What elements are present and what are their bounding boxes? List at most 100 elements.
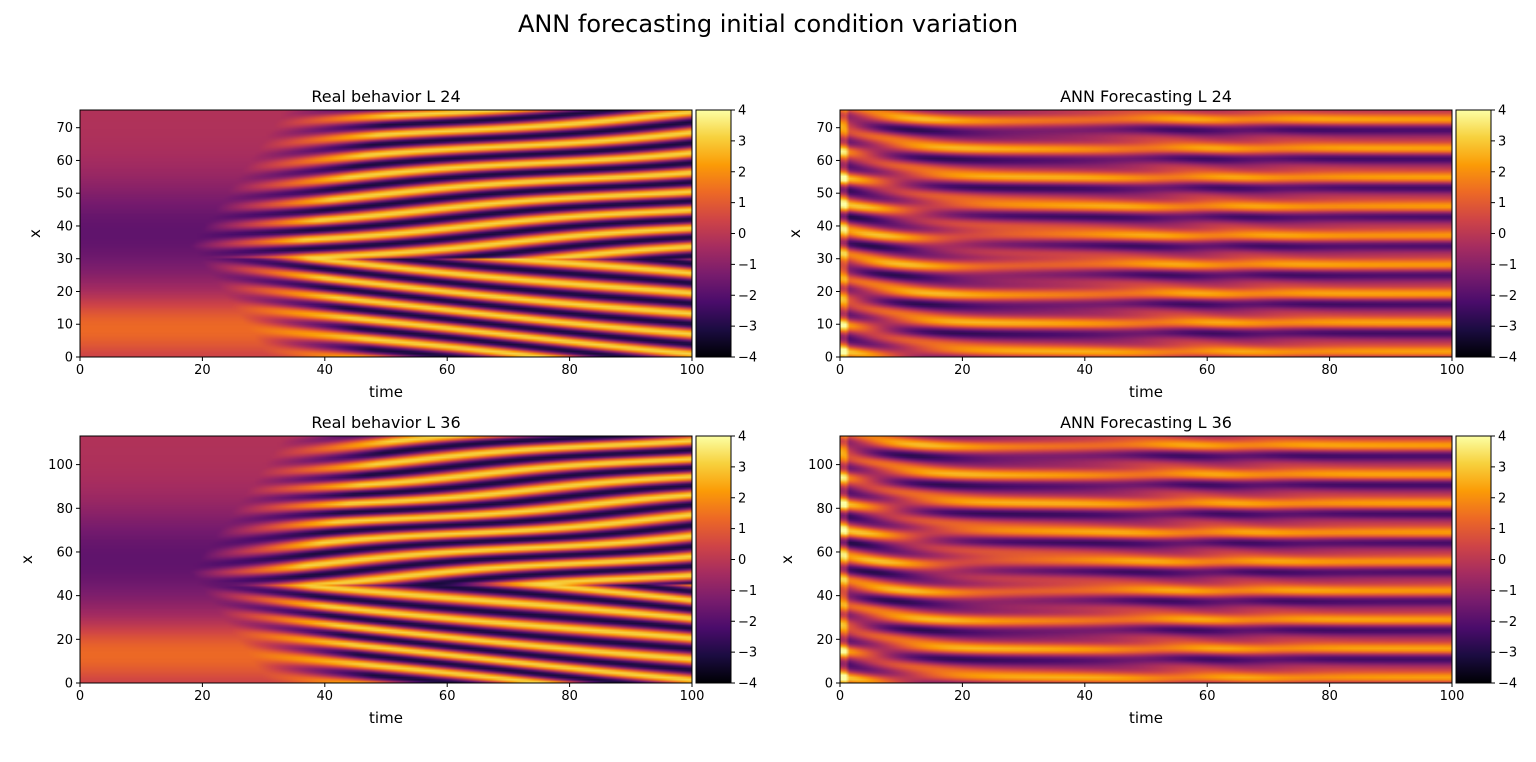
colorbar-tick-label: 4 [1498, 430, 1506, 445]
colorbar-tick-label: 3 [1498, 460, 1506, 475]
y-tick-label: 80 [816, 502, 833, 517]
x-tick-label: 80 [1321, 689, 1338, 704]
heatmap-image [80, 436, 692, 683]
colorbar-fill [1456, 436, 1491, 683]
y-axis-label: x [18, 555, 36, 564]
colorbar-tick-label: −4 [738, 351, 757, 366]
colorbar-tick-label: −3 [1498, 320, 1517, 335]
colorbar-tick-label: −1 [738, 584, 757, 599]
y-tick-label: 60 [56, 154, 73, 169]
y-tick-label: 50 [816, 187, 833, 202]
colorbar-tick-label: 2 [738, 165, 746, 180]
colorbar-tick-label: −1 [1498, 584, 1517, 599]
colorbar-tick-label: −4 [1498, 351, 1517, 366]
x-tick-label: 80 [561, 363, 578, 378]
x-tick-label: 80 [1321, 363, 1338, 378]
colorbar-tick-label: −2 [738, 289, 757, 304]
y-tick-label: 20 [56, 285, 73, 300]
x-axis-label: time [1129, 383, 1163, 401]
y-tick-label: 0 [825, 677, 833, 692]
x-tick-label: 100 [1440, 363, 1465, 378]
axes-frame [839, 435, 1453, 684]
colorbar-tick-label: 1 [1498, 196, 1506, 211]
y-axis-label: x [26, 229, 44, 238]
y-tick-label: 0 [825, 351, 833, 366]
colorbar-tick-label: 4 [1498, 104, 1506, 119]
colorbar-tick-label: 1 [738, 196, 746, 211]
y-tick-label: 10 [816, 318, 833, 333]
y-axis-label: x [778, 555, 796, 564]
x-tick-label: 20 [194, 689, 211, 704]
y-tick-label: 60 [816, 545, 833, 560]
x-tick-label: 60 [1199, 689, 1216, 704]
subplot-title: Real behavior L 36 [311, 413, 460, 432]
colorbar-fill [696, 110, 731, 357]
colorbar-tick-label: −1 [1498, 258, 1517, 273]
y-tick-label: 20 [56, 633, 73, 648]
y-tick-label: 20 [816, 633, 833, 648]
x-axis-label: time [369, 383, 403, 401]
y-tick-label: 100 [808, 458, 833, 473]
y-tick-label: 40 [816, 589, 833, 604]
y-tick-label: 80 [56, 502, 73, 517]
colorbar-tick-label: 2 [738, 491, 746, 506]
y-tick-label: 60 [56, 545, 73, 560]
y-tick-label: 30 [816, 252, 833, 267]
colorbar-tick-label: 4 [738, 430, 746, 445]
x-axis-label: time [369, 709, 403, 727]
x-tick-label: 20 [954, 689, 971, 704]
x-tick-label: 0 [836, 363, 844, 378]
colorbar-tick-label: −4 [1498, 677, 1517, 692]
x-tick-label: 60 [1199, 363, 1216, 378]
x-axis-label: time [1129, 709, 1163, 727]
figure-title: ANN forecasting initial condition variat… [517, 10, 1019, 38]
colorbar-tick-label: −2 [1498, 289, 1517, 304]
x-tick-label: 80 [561, 689, 578, 704]
colorbar-tick-label: 1 [738, 522, 746, 537]
x-tick-label: 60 [439, 363, 456, 378]
y-tick-label: 10 [56, 318, 73, 333]
x-tick-label: 100 [680, 689, 705, 704]
subplot-title: Real behavior L 24 [311, 87, 460, 106]
y-tick-label: 40 [56, 589, 73, 604]
colorbar-tick-label: 0 [1498, 227, 1506, 242]
subplot-title: ANN Forecasting L 36 [1060, 413, 1232, 432]
colorbar-tick-label: −3 [738, 646, 757, 661]
y-tick-label: 50 [56, 187, 73, 202]
subplot-4: ANN Forecasting L 36 0 20 40 60 80 100 0 20 40 60 8… [778, 413, 1517, 727]
colorbar-fill [1456, 110, 1491, 357]
colorbar-tick-label: −2 [1498, 615, 1517, 630]
colorbar-tick-label: 0 [1498, 553, 1506, 568]
colorbar-tick-label: 3 [738, 134, 746, 149]
x-tick-label: 40 [1077, 689, 1094, 704]
y-tick-label: 0 [65, 677, 73, 692]
subplot-2: ANN Forecasting L 240 20 40 60 80 10001020304… [786, 87, 1517, 401]
heatmap-image [840, 110, 1452, 357]
colorbar-tick-label: −3 [738, 320, 757, 335]
colorbar-tick-label: 2 [1498, 165, 1506, 180]
heatmap-image [840, 436, 1452, 683]
subplot-3: Real behavior L 36 0 20 40 60 80 100 0 20 40 60 80 1… [18, 413, 757, 727]
colorbar-tick-label: 1 [1498, 522, 1506, 537]
axes-frame [79, 109, 693, 358]
y-tick-label: 20 [816, 285, 833, 300]
x-tick-label: 40 [317, 689, 334, 704]
axes-frame [839, 109, 1453, 358]
colorbar-tick-label: −3 [1498, 646, 1517, 661]
colorbar-tick-label: 0 [738, 553, 746, 568]
x-tick-label: 0 [76, 363, 84, 378]
y-tick-label: 100 [48, 458, 73, 473]
colorbar-tick-label: 2 [1498, 491, 1506, 506]
colorbar-tick-label: 3 [1498, 134, 1506, 149]
x-tick-label: 60 [439, 689, 456, 704]
axes-frame [79, 435, 693, 684]
subplot-title: ANN Forecasting L 24 [1060, 87, 1232, 106]
x-tick-label: 40 [1077, 363, 1094, 378]
colorbar-tick-label: 0 [738, 227, 746, 242]
colorbar-tick-label: −4 [738, 677, 757, 692]
colorbar-tick-label: 3 [738, 460, 746, 475]
x-tick-label: 100 [680, 363, 705, 378]
x-tick-label: 20 [194, 363, 211, 378]
y-tick-label: 30 [56, 252, 73, 267]
